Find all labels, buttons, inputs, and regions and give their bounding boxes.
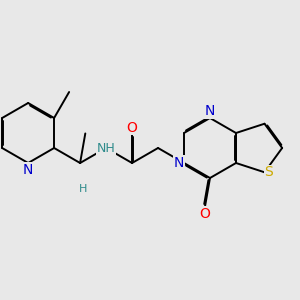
Text: O: O <box>127 121 137 134</box>
Text: NH: NH <box>97 142 116 154</box>
Text: O: O <box>200 206 210 220</box>
Text: N: N <box>205 104 215 118</box>
Text: N: N <box>174 156 184 170</box>
Text: N: N <box>23 163 33 177</box>
Text: H: H <box>79 184 87 194</box>
Text: S: S <box>265 165 273 179</box>
